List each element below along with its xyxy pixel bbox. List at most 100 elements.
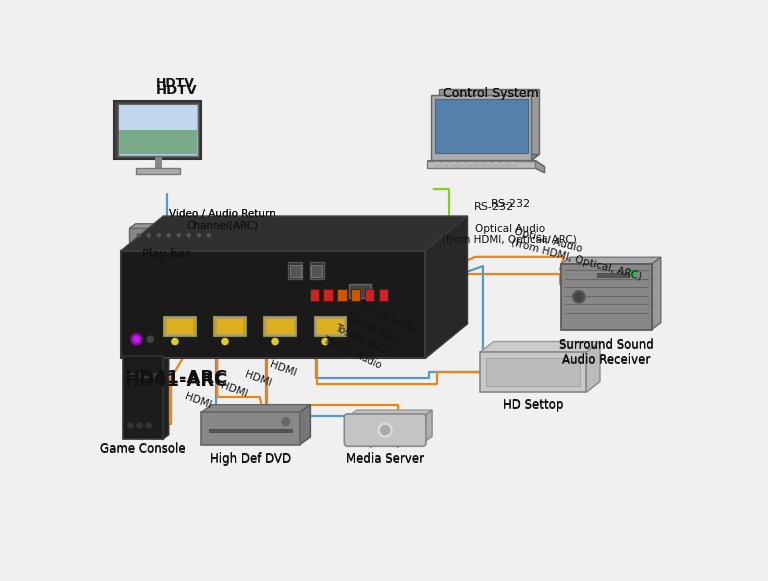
FancyBboxPatch shape	[435, 99, 528, 153]
Text: Game Console: Game Console	[100, 442, 185, 456]
Polygon shape	[561, 257, 660, 264]
FancyBboxPatch shape	[290, 264, 300, 277]
FancyBboxPatch shape	[310, 262, 324, 279]
FancyBboxPatch shape	[442, 162, 449, 163]
FancyBboxPatch shape	[118, 103, 198, 156]
Circle shape	[322, 339, 328, 345]
Text: HD41-ARC: HD41-ARC	[125, 372, 228, 390]
Circle shape	[177, 234, 180, 237]
Circle shape	[378, 423, 392, 437]
FancyBboxPatch shape	[451, 166, 457, 167]
Text: HD Settop: HD Settop	[503, 398, 563, 411]
FancyBboxPatch shape	[493, 162, 499, 163]
FancyBboxPatch shape	[451, 162, 457, 163]
FancyBboxPatch shape	[434, 166, 440, 167]
FancyBboxPatch shape	[351, 289, 360, 302]
Polygon shape	[300, 405, 310, 444]
Circle shape	[131, 334, 142, 345]
Circle shape	[631, 271, 636, 276]
FancyBboxPatch shape	[476, 162, 482, 163]
Text: Game Console: Game Console	[100, 443, 185, 456]
Polygon shape	[480, 342, 600, 352]
FancyBboxPatch shape	[313, 316, 346, 336]
FancyBboxPatch shape	[502, 166, 508, 167]
Circle shape	[282, 418, 290, 425]
FancyBboxPatch shape	[485, 166, 491, 167]
FancyBboxPatch shape	[216, 318, 243, 334]
Text: Toslink Audio: Toslink Audio	[322, 335, 383, 371]
Polygon shape	[121, 216, 468, 250]
FancyBboxPatch shape	[476, 166, 482, 167]
FancyBboxPatch shape	[337, 289, 346, 302]
Circle shape	[197, 234, 200, 237]
FancyBboxPatch shape	[434, 162, 440, 163]
Circle shape	[127, 423, 133, 428]
FancyBboxPatch shape	[510, 164, 516, 166]
FancyBboxPatch shape	[310, 289, 319, 302]
FancyBboxPatch shape	[476, 164, 482, 166]
Text: Media Server: Media Server	[346, 453, 424, 466]
Text: Video / Audio Return
Channel(ARC): Video / Audio Return Channel(ARC)	[169, 209, 276, 231]
Polygon shape	[535, 160, 545, 173]
Polygon shape	[123, 352, 169, 356]
Text: HD Settop: HD Settop	[503, 399, 563, 413]
FancyBboxPatch shape	[502, 164, 508, 166]
Circle shape	[157, 234, 161, 237]
Polygon shape	[432, 95, 531, 160]
Text: Toslink Audio: Toslink Audio	[356, 300, 418, 336]
FancyBboxPatch shape	[127, 373, 159, 377]
FancyBboxPatch shape	[130, 228, 220, 242]
Polygon shape	[220, 224, 227, 242]
Polygon shape	[651, 257, 660, 329]
FancyBboxPatch shape	[442, 166, 449, 167]
FancyBboxPatch shape	[510, 162, 516, 163]
FancyBboxPatch shape	[451, 164, 457, 166]
FancyBboxPatch shape	[288, 262, 302, 279]
FancyBboxPatch shape	[201, 413, 300, 444]
Circle shape	[187, 234, 190, 237]
Text: HDMI: HDMI	[220, 381, 249, 400]
Text: Toslink Audio: Toslink Audio	[344, 311, 406, 347]
FancyBboxPatch shape	[209, 429, 292, 432]
Polygon shape	[163, 352, 169, 439]
FancyBboxPatch shape	[121, 250, 425, 358]
Circle shape	[134, 336, 140, 342]
FancyBboxPatch shape	[597, 274, 629, 277]
Polygon shape	[130, 224, 227, 228]
Text: Control System: Control System	[442, 87, 538, 100]
Text: Video / Audio Return
Channel(ARC): Video / Audio Return Channel(ARC)	[169, 209, 276, 231]
Text: Surround Sound
Audio Receiver: Surround Sound Audio Receiver	[559, 338, 654, 365]
Circle shape	[172, 339, 178, 345]
Circle shape	[207, 234, 210, 237]
Text: Optical Audio
(from HDMI, Optical, ARC): Optical Audio (from HDMI, Optical, ARC)	[442, 224, 578, 245]
FancyBboxPatch shape	[493, 166, 499, 167]
Circle shape	[272, 339, 278, 345]
Circle shape	[573, 290, 585, 303]
FancyBboxPatch shape	[137, 168, 180, 174]
FancyBboxPatch shape	[379, 289, 388, 302]
Text: Media Server: Media Server	[346, 453, 424, 465]
Circle shape	[222, 339, 228, 345]
Polygon shape	[114, 101, 201, 159]
FancyBboxPatch shape	[316, 318, 343, 334]
Text: Surround Sound
Audio Receiver: Surround Sound Audio Receiver	[559, 339, 654, 367]
Text: HD41-ARC: HD41-ARC	[125, 369, 228, 387]
FancyBboxPatch shape	[166, 318, 194, 334]
Text: HDMI: HDMI	[184, 392, 213, 410]
Circle shape	[147, 234, 151, 237]
Text: HDMI: HDMI	[268, 359, 297, 378]
Text: Toslink Audio: Toslink Audio	[333, 323, 395, 359]
FancyBboxPatch shape	[468, 162, 474, 163]
Circle shape	[137, 423, 142, 428]
FancyBboxPatch shape	[459, 162, 465, 163]
FancyBboxPatch shape	[323, 289, 333, 302]
Circle shape	[575, 293, 583, 301]
FancyBboxPatch shape	[480, 352, 586, 392]
Polygon shape	[432, 155, 539, 160]
FancyBboxPatch shape	[119, 105, 197, 131]
FancyBboxPatch shape	[365, 289, 374, 302]
FancyBboxPatch shape	[468, 166, 474, 167]
Polygon shape	[347, 410, 432, 417]
Text: RS-232: RS-232	[491, 199, 531, 210]
FancyBboxPatch shape	[459, 166, 465, 167]
